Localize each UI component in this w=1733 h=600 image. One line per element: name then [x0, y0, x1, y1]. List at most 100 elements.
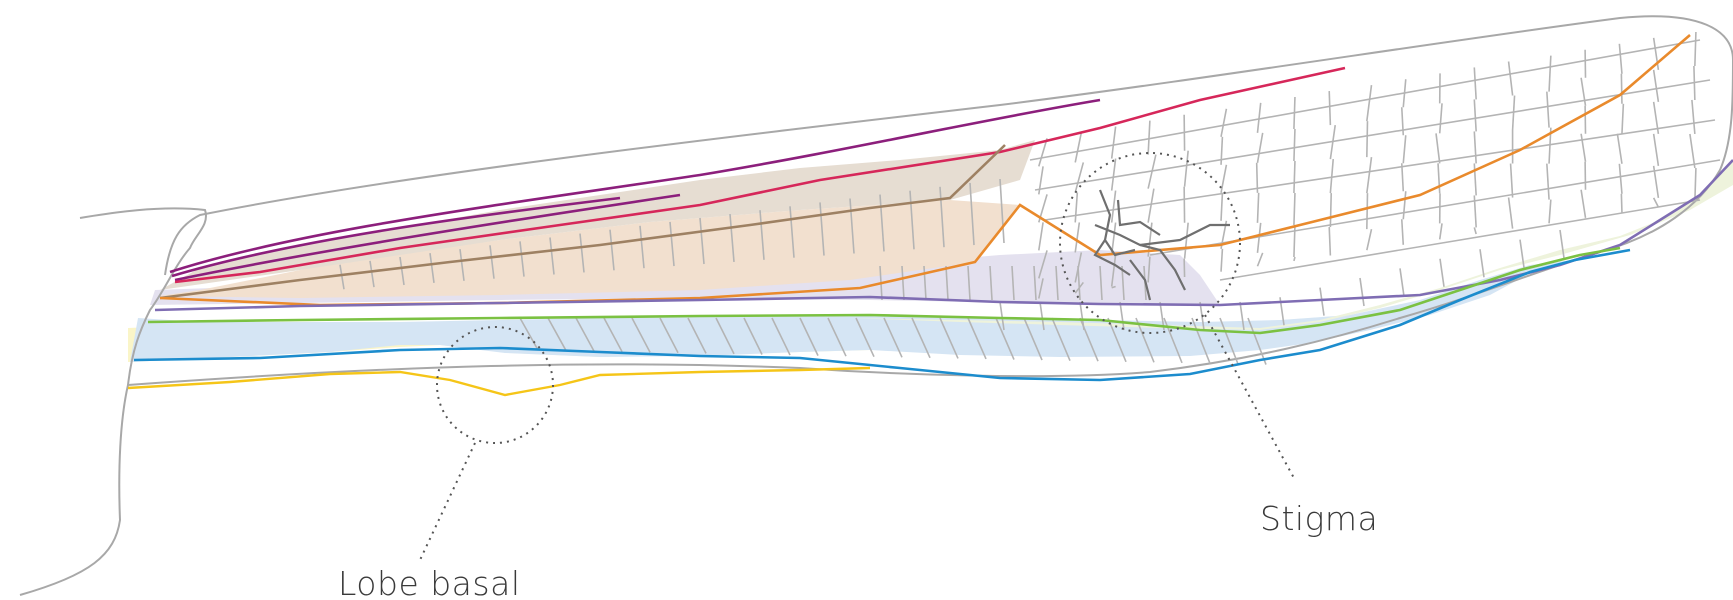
- crossvein: [1402, 79, 1407, 108]
- crossvein: [939, 317, 959, 359]
- crossvein: [1652, 37, 1660, 70]
- apical-longitudinal-vein: [1034, 79, 1711, 191]
- longitudinal-veins: [127, 34, 1733, 397]
- crossvein: [1694, 167, 1697, 202]
- crossvein: [771, 317, 791, 356]
- crossvein: [1256, 252, 1264, 267]
- crossvein: [1038, 250, 1048, 279]
- crossvein: [1652, 101, 1660, 134]
- crossvein: [1691, 99, 1696, 135]
- apical-longitudinal-vein: [1219, 199, 1701, 281]
- crossvein: [1256, 192, 1260, 223]
- apical-longitudinal-vein: [1044, 119, 1716, 221]
- crossvein: [1110, 126, 1117, 159]
- crossvein: [1183, 150, 1189, 187]
- crossvein: [1111, 285, 1116, 289]
- stigma-vein-branch-2: [1094, 223, 1186, 291]
- stigma-vein-branch-4: [1139, 223, 1230, 247]
- crossvein: [519, 317, 539, 351]
- crossvein: [743, 317, 763, 355]
- crossvein: [1511, 95, 1516, 130]
- crossvein: [1519, 239, 1525, 268]
- crossvein: [1618, 43, 1623, 74]
- crossvein: [1400, 219, 1405, 245]
- crossvein: [1119, 301, 1125, 331]
- crossvein: [1509, 163, 1514, 198]
- crossvein: [1183, 222, 1189, 259]
- crossvein: [1616, 133, 1623, 164]
- crossvein: [1110, 254, 1117, 287]
- crossvein: [1473, 227, 1477, 235]
- crossvein: [1121, 265, 1125, 301]
- crossvein: [1507, 197, 1514, 229]
- crossvein: [1011, 265, 1015, 301]
- crossvein: [603, 317, 623, 353]
- crossvein: [659, 317, 679, 354]
- crossvein: [901, 265, 905, 301]
- region-fills: [128, 140, 1733, 362]
- crossvein: [883, 317, 903, 358]
- crossvein: [1618, 163, 1623, 194]
- crossvein: [1473, 67, 1477, 100]
- vein-jugal: [127, 366, 871, 397]
- crossvein-network: [339, 31, 1721, 365]
- crossvein: [1694, 31, 1697, 66]
- crossvein: [1079, 301, 1085, 331]
- stigma-label: Stigma: [1260, 499, 1378, 538]
- crossvein: [1580, 77, 1587, 106]
- crossvein: [1023, 317, 1043, 361]
- crossvein: [1191, 317, 1211, 364]
- crossvein: [631, 317, 651, 353]
- crossvein: [1473, 131, 1477, 164]
- crossvein: [1366, 157, 1373, 194]
- crossvein: [923, 265, 927, 301]
- crossvein: [1435, 133, 1441, 164]
- crossvein: [1256, 102, 1262, 133]
- crossvein: [1693, 65, 1696, 100]
- crossvein: [1074, 222, 1081, 253]
- crossvein: [827, 317, 847, 357]
- crossvein: [939, 186, 945, 248]
- crossvein: [1473, 99, 1477, 132]
- crossvein: [1328, 91, 1332, 126]
- crossvein: [1293, 192, 1296, 226]
- crossvein: [669, 221, 675, 267]
- crossvein: [1147, 256, 1151, 283]
- crossvein: [1256, 132, 1264, 164]
- crossvein: [1479, 249, 1485, 278]
- crossvein: [855, 317, 875, 358]
- crossvein: [1652, 69, 1660, 102]
- crossvein: [369, 260, 375, 288]
- crossvein: [1620, 193, 1623, 213]
- crossvein: [1329, 124, 1337, 160]
- crossvein: [1135, 317, 1155, 363]
- crossvein: [699, 217, 705, 265]
- crossvein: [1438, 223, 1443, 240]
- crossvein: [715, 317, 735, 355]
- crossvein: [999, 178, 1005, 244]
- crossvein: [609, 229, 615, 271]
- crossvein: [1038, 222, 1044, 251]
- crossvein: [729, 214, 735, 262]
- crossvein: [1110, 190, 1117, 223]
- crossvein: [339, 264, 345, 290]
- crossvein: [1074, 192, 1079, 223]
- crossvein: [1652, 165, 1660, 198]
- crossvein: [1473, 195, 1477, 228]
- crossvein: [1147, 154, 1157, 189]
- crossvein: [1220, 192, 1224, 221]
- crossvein: [1039, 301, 1045, 331]
- crossvein: [1652, 197, 1660, 208]
- crossvein: [1400, 107, 1405, 136]
- crossvein: [687, 317, 707, 354]
- crossvein: [579, 233, 585, 273]
- crossvein: [399, 256, 405, 286]
- vein-subcosta: [174, 66, 1346, 284]
- crossvein: [1099, 265, 1103, 301]
- crossvein: [489, 245, 495, 279]
- crossvein: [639, 225, 645, 269]
- crossvein: [1359, 277, 1365, 307]
- crossvein: [1256, 222, 1262, 253]
- crossvein: [1077, 265, 1081, 301]
